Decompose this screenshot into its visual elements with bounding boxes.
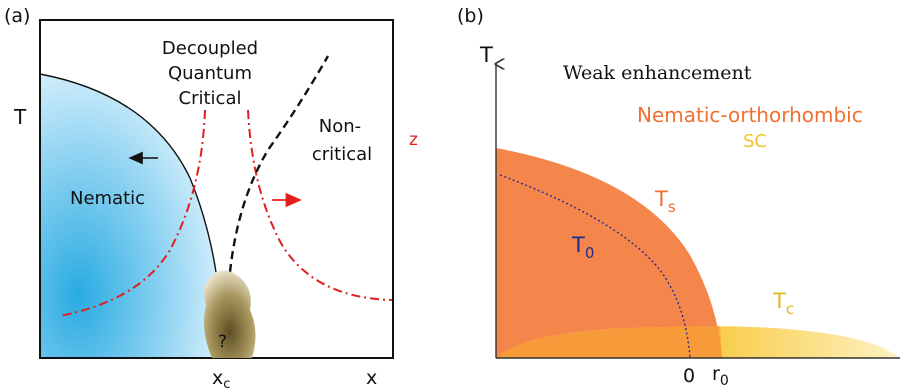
panel-b-tag: (b) xyxy=(457,5,484,27)
left-crossover-line xyxy=(59,109,206,317)
ts-label: Ts xyxy=(654,187,676,216)
panel-a-x-axis-label: x xyxy=(366,367,377,389)
decoupled-label-line3: Critical xyxy=(179,88,242,109)
unknown-region-blob xyxy=(204,270,256,358)
panel-b-title: Weak enhancement xyxy=(563,62,752,84)
sc-overlap-region xyxy=(496,326,722,358)
dashed-crossover-line xyxy=(228,55,330,273)
side-z-label: z xyxy=(409,130,418,150)
right-crossover-line xyxy=(247,109,393,301)
panel-b-y-axis-label: T xyxy=(479,43,493,67)
panel-a: (a) ? T x xc Nematic Decoupled Quantum C… xyxy=(4,5,418,391)
x-tick-r0: r0 xyxy=(712,363,729,389)
nematic-region-label: Nematic xyxy=(70,188,145,209)
nematic-region xyxy=(40,74,216,358)
critical-point-label: xc xyxy=(212,367,230,391)
panel-b: (b) T Weak enhancement Nematic-orthorhom… xyxy=(457,5,900,389)
nematic-orthorhombic-dome xyxy=(496,148,722,358)
panel-a-y-axis-label: T xyxy=(13,105,27,129)
t0-label: T0 xyxy=(571,233,594,262)
x-tick-zero: 0 xyxy=(683,365,695,387)
nematic-boundary-line xyxy=(39,73,217,273)
noncritical-label-line1: Non- xyxy=(319,116,361,137)
panel-a-tag: (a) xyxy=(4,5,30,27)
tc-label: Tc xyxy=(772,289,794,318)
decoupled-label-line1: Decoupled xyxy=(162,38,258,59)
legend-nematic-orthorhombic: Nematic-orthorhombic xyxy=(637,103,863,127)
decoupled-label-line2: Quantum xyxy=(168,63,252,84)
legend-sc: SC xyxy=(743,131,767,152)
unknown-marker: ? xyxy=(218,332,227,352)
noncritical-label-line2: critical xyxy=(312,144,372,165)
